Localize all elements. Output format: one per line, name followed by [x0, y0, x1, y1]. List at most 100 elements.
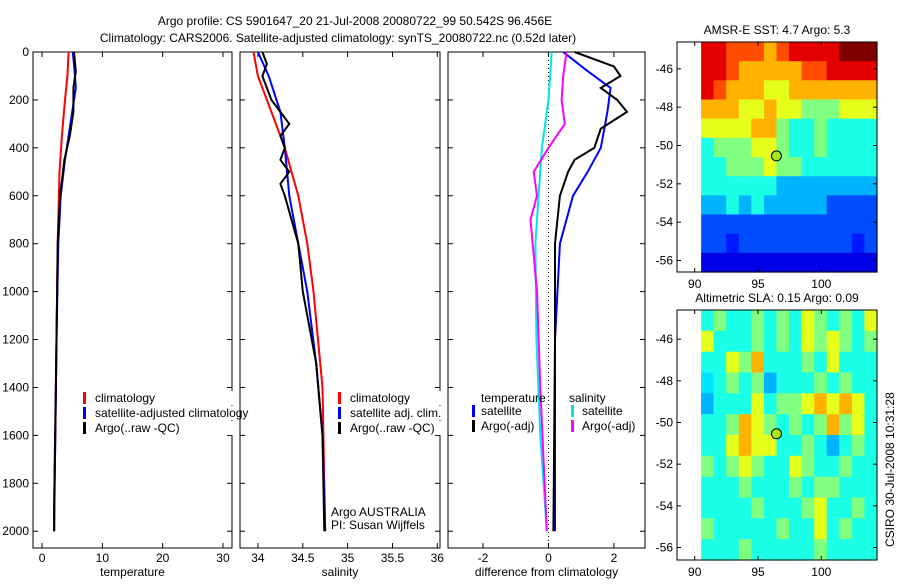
heatmap-cell: [789, 455, 803, 478]
heatmap-cell: [839, 435, 853, 457]
heatmap-cell: [851, 351, 866, 374]
heatmap-cell: [726, 539, 740, 561]
heatmap-cell: [726, 393, 740, 415]
heatmap-cell: [776, 476, 790, 499]
heatmap-cell: [713, 539, 727, 561]
heatmap-cell: [751, 435, 765, 457]
y-tick-label: 1000: [2, 285, 29, 299]
heatmap-cell: [864, 99, 878, 120]
heatmap-cell: [789, 176, 803, 196]
heatmap-cell: [814, 435, 828, 457]
heatmap-cell: [814, 99, 828, 120]
heatmap-cell: [701, 118, 715, 139]
heatmap-cell: [726, 372, 740, 394]
heatmap-cell: [776, 372, 790, 394]
heatmap-cell: [726, 157, 740, 177]
heatmap-cell: [826, 414, 840, 436]
heatmap-cell: [801, 252, 815, 273]
legend-swatch: [472, 405, 475, 417]
argo-location-marker: [770, 150, 782, 162]
heatmap-cell: [864, 310, 878, 332]
heatmap-cell: [713, 214, 727, 235]
heatmap-cell: [701, 518, 715, 540]
heatmap-cell: [864, 42, 878, 62]
heatmap-cell: [801, 195, 815, 216]
heatmap-cell: [826, 99, 840, 120]
heatmap-cell: [726, 414, 740, 436]
heatmap-cell: [763, 42, 778, 62]
legend-label: satellite: [582, 404, 623, 418]
heatmap-cell: [851, 310, 866, 332]
heatmap-cell: [751, 414, 765, 436]
heatmap-cell: [738, 435, 752, 457]
heatmap-cell: [713, 137, 727, 158]
legend-label: climatology: [95, 391, 155, 405]
temperature-axes-box: [32, 51, 233, 549]
heatmap-cell: [814, 214, 828, 235]
heatmap-cell: [826, 61, 840, 81]
x-tick-label: 95: [751, 277, 765, 291]
heatmap-cell: [851, 157, 866, 177]
heatmap-cell: [763, 518, 778, 540]
heatmap-cell: [864, 80, 878, 101]
heatmap-cell: [789, 372, 803, 394]
heatmap-cell: [826, 176, 840, 196]
heatmap-cell: [776, 80, 790, 101]
heatmap-cell: [839, 497, 853, 519]
heatmap-cell: [726, 99, 740, 120]
heatmap-cell: [801, 372, 815, 394]
heatmap-cell: [726, 310, 740, 332]
heatmap-cell: [801, 476, 815, 499]
heatmap-cell: [763, 351, 778, 374]
heatmap-cell: [851, 435, 866, 457]
heatmap-cell: [826, 252, 840, 273]
x-tick-label: 0: [39, 551, 46, 565]
temperature-panel: 0 10 20 30 0 200 400 600 800 1000 1200 1400 1600 1800…: [2, 45, 248, 579]
heatmap-cell: [789, 61, 803, 81]
heatmap-cell: [776, 157, 790, 177]
heatmap-cell: [751, 137, 765, 158]
title-line-1: Argo profile: CS 5901647_20 21-Jul-2008 …: [158, 14, 552, 28]
y-tick-label: 1200: [2, 333, 29, 347]
heatmap-cell: [814, 476, 828, 499]
heatmap-cell: [751, 372, 765, 394]
heatmap-cell: [726, 118, 740, 139]
heatmap-cell: [801, 330, 815, 353]
heatmap-cell: [701, 42, 715, 62]
heatmap-cell: [763, 157, 778, 177]
legend-swatch: [83, 392, 86, 404]
heatmap-cell: [763, 310, 778, 332]
heatmap-cell: [814, 310, 828, 332]
heatmap-cell: [801, 310, 815, 332]
heatmap-cell: [763, 252, 778, 273]
heatmap-cell: [726, 214, 740, 235]
heatmap-cell: [701, 497, 715, 519]
heatmap-cell: [726, 42, 740, 62]
heatmap-cell: [864, 252, 878, 273]
heatmap-cell: [851, 118, 866, 139]
heatmap-cell: [826, 476, 840, 499]
heatmap-cell: [839, 539, 853, 561]
heatmap-cell: [801, 233, 815, 254]
series-satellite-adj-clim-: [256, 51, 327, 532]
y-tick-label: -56: [656, 254, 674, 268]
heatmap-cell: [864, 476, 878, 499]
heatmap-cell: [826, 80, 840, 101]
legend-bg: [348, 391, 443, 405]
heatmap-cell: [864, 233, 878, 254]
heatmap-cell: [826, 455, 840, 478]
heatmap-cell: [776, 518, 790, 540]
series-salinity-argo-adj-: [529, 51, 568, 532]
sst_map-panel: AMSR-E SST: 4.7 Argo: 5.3 90 95 100 -46 -48 -5…: [656, 23, 878, 291]
heatmap-cell: [789, 435, 803, 457]
heatmap-cell: [789, 252, 803, 273]
x-tick-label: 2: [611, 551, 618, 565]
heatmap-cell: [776, 252, 790, 273]
heatmap-cell: [839, 252, 853, 273]
heatmap-cell: [701, 414, 715, 436]
heatmap-cell: [726, 80, 740, 101]
legend-bg: [348, 421, 443, 435]
heatmap-cell: [826, 393, 840, 415]
heatmap-cell: [789, 118, 803, 139]
legend-label: Argo(-adj): [582, 419, 635, 433]
